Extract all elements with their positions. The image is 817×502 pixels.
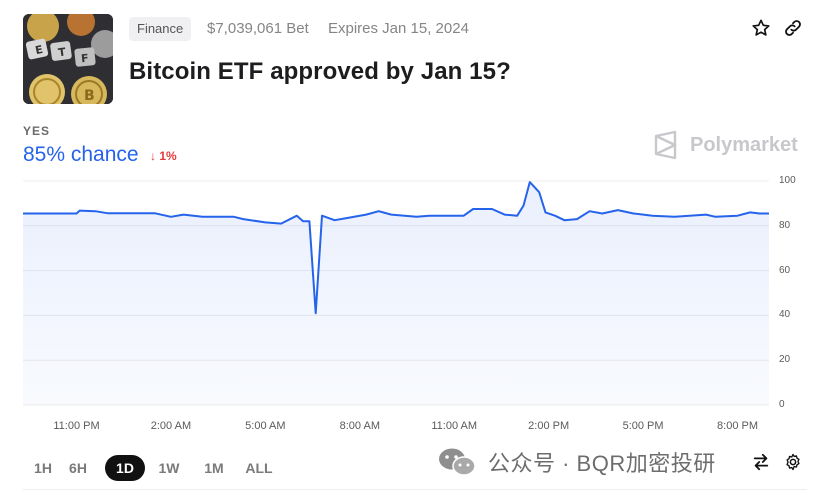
svg-text:T: T	[57, 45, 67, 59]
change-value: 1%	[159, 149, 177, 163]
x-tick-label: 11:00 AM	[431, 420, 478, 432]
y-tick-label: 60	[779, 264, 791, 276]
range-1m-button[interactable]: 1M	[204, 460, 224, 476]
svg-text:E: E	[34, 43, 44, 57]
x-tick-label: 5:00 AM	[245, 420, 286, 432]
divider	[23, 489, 807, 490]
settings-button[interactable]	[783, 452, 803, 472]
svg-text:F: F	[80, 52, 89, 66]
range-1w-button[interactable]: 1W	[158, 460, 180, 476]
range-6h-button[interactable]: 6H	[69, 460, 87, 476]
volume-text: $7,039,061 Bet	[207, 20, 309, 37]
market-thumbnail: E T F B	[23, 14, 113, 104]
change-indicator: ↓ 1%	[150, 149, 177, 163]
range-1h-button[interactable]: 1H	[34, 460, 52, 476]
expiry-text: Expires Jan 15, 2024	[328, 20, 469, 37]
category-badge[interactable]: Finance	[129, 17, 192, 41]
swap-button[interactable]	[751, 452, 771, 472]
y-tick-label: 0	[779, 399, 785, 410]
bitcoin-etf-image: E T F B	[23, 14, 113, 104]
x-tick-label: 5:00 PM	[622, 420, 664, 432]
chance-text: 85% chance	[23, 143, 139, 166]
y-tick-label: 40	[779, 309, 791, 321]
brand-watermark: Polymarket	[690, 134, 798, 156]
link-icon	[785, 20, 801, 36]
x-tick-label: 8:00 PM	[717, 420, 758, 432]
arrow-down-icon: ↓	[150, 149, 156, 163]
y-tick-label: 20	[779, 354, 791, 366]
x-tick-label: 8:00 AM	[339, 420, 380, 432]
y-tick-label: 80	[779, 219, 791, 231]
polymarket-logo-icon	[654, 130, 677, 160]
wechat-watermark-text: 公众号 · BQR加密投研	[488, 451, 716, 476]
outcome-label: YES	[23, 124, 51, 138]
y-tick-label: 100	[779, 175, 796, 186]
probability-chart[interactable]	[0, 170, 817, 440]
copy-link-button[interactable]	[781, 16, 805, 40]
x-tick-label: 2:00 AM	[150, 420, 192, 432]
favorite-button[interactable]	[749, 16, 773, 40]
svg-text:B: B	[84, 88, 95, 104]
x-tick-label: 11:00 PM	[53, 420, 100, 432]
range-1d-button[interactable]: 1D	[105, 455, 145, 481]
wechat-icon	[439, 448, 476, 476]
swap-arrows-icon	[753, 453, 769, 471]
star-icon	[752, 19, 770, 36]
chart-series-line	[23, 181, 769, 315]
chart-area-fill	[23, 182, 769, 405]
gear-icon	[786, 453, 800, 471]
x-tick-label: 2:00 PM	[528, 420, 570, 432]
market-title: Bitcoin ETF approved by Jan 15?	[129, 58, 511, 85]
range-all-button[interactable]: ALL	[245, 460, 273, 476]
